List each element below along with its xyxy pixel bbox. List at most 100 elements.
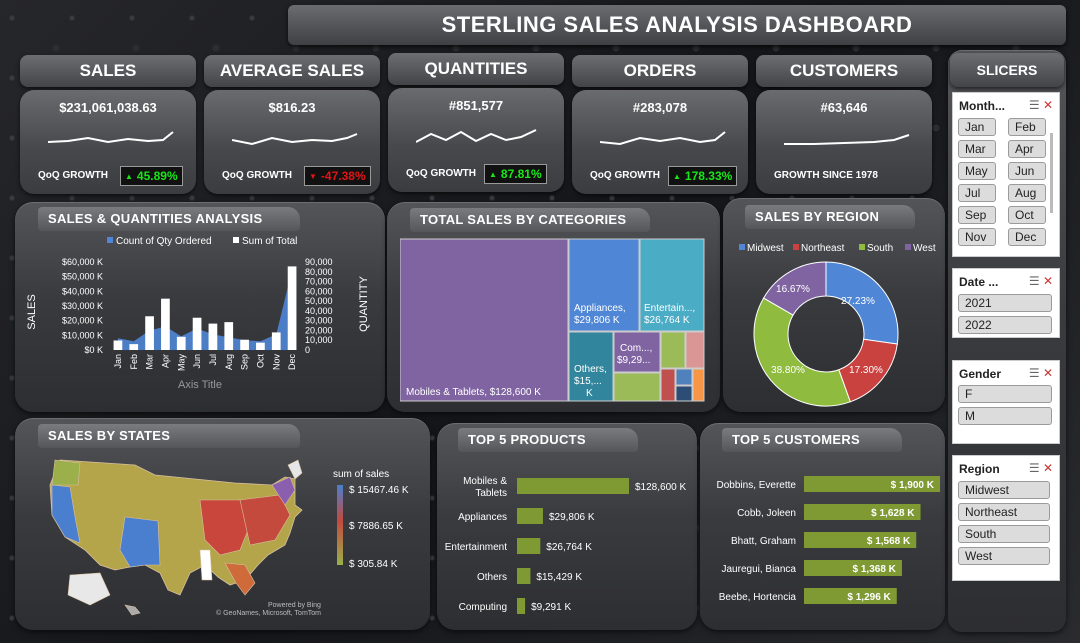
slicer-month-mar[interactable]: Mar [958,140,996,158]
bar [517,568,531,584]
multi-select-icon[interactable]: ☰ [1028,274,1040,288]
growth-badge: ▼ -47.38% [304,166,371,186]
legend-label-northeast: Northeast [801,243,845,254]
map-state-texas[interactable] [119,516,161,568]
map-hawaii[interactable] [124,604,141,616]
map-state-florida[interactable] [224,562,256,596]
bar-category-label: Others [477,572,507,583]
clear-filter-icon[interactable]: ✕ [1042,274,1053,288]
bar-value-label: $ 1,368 K [853,564,897,575]
map-state-northwest[interactable] [51,459,81,486]
sales-quantities-chart[interactable]: Count of Qty Ordered Sum of Total $60,000 … [15,232,385,407]
y-tick-label: $10,000 K [62,330,103,340]
kpi-card-orders[interactable]: #283,078 QoQ GROWTH ▲ 178.33% [572,90,748,194]
donut-label: 27.23% [841,296,875,307]
map-state-maine[interactable] [287,459,303,480]
map-state-northeast[interactable] [271,476,296,506]
treemap-cell-small[interactable] [692,368,705,402]
treemap-cell-small[interactable] [675,368,693,386]
treemap-label-mobiles: Mobiles & Tablets, $128,600 K [406,387,541,398]
treemap-cell-others[interactable] [568,331,614,402]
x-tick-label: May [176,354,186,372]
multi-select-icon[interactable]: ☰ [1028,98,1040,112]
treemap-cell-small[interactable] [660,368,676,402]
slicer-month-dec[interactable]: Dec [1008,228,1046,246]
slicer-month-sep[interactable]: Sep [958,206,996,224]
slicer-month-jun[interactable]: Jun [1008,162,1046,180]
slicer-region-northeast[interactable]: Northeast [958,503,1050,521]
slicer-gender: Gender ☰ ✕ F M [952,360,1060,444]
map-state-california[interactable] [51,484,81,544]
slicer-scrollbar[interactable] [1050,133,1053,213]
treemap-cell-small[interactable] [685,331,705,369]
slicer-region-title: Region [959,462,1000,476]
slicer-date: Date ... ☰ ✕ 2021 2022 [952,268,1060,338]
slicer-region-south[interactable]: South [958,525,1050,543]
top-products-chart[interactable]: Mobiles &Tablets $128,600 K Appliances $29,… [437,460,697,625]
us-states-map[interactable]: sum of sales $ 15467.46 K $ 7886.65 K $ … [40,455,420,625]
slicer-gender-f[interactable]: F [958,385,1052,403]
slicer-month-jan[interactable]: Jan [958,118,996,136]
x-tick-label: Aug [224,354,234,370]
bar-value-label: $ 1,900 K [891,480,935,491]
map-land-base [49,459,303,596]
slicer-date-2021[interactable]: 2021 [958,294,1052,312]
bar [804,476,940,492]
kpi-header-orders: ORDERS [572,55,748,87]
y2-tick-label: 70,000 [305,277,333,287]
sparkline [600,131,726,146]
slicers-header: SLICERS [950,53,1064,87]
states-title: SALES BY STATES [38,424,300,448]
treemap-cell-mobiles[interactable] [400,238,569,402]
kpi-value: $231,061,038.63 [59,100,157,115]
slicer-gender-m[interactable]: M [958,407,1052,425]
slicer-date-2022[interactable]: 2022 [958,316,1052,334]
treemap-cell-entertainment[interactable] [639,238,705,332]
kpi-label: QUANTITIES [424,59,528,78]
map-state-east[interactable] [239,494,291,546]
bar-value-label: $15,429 K [536,572,582,583]
clear-filter-icon[interactable]: ✕ [1042,461,1053,475]
bar-total [113,340,123,350]
slicer-region-midwest[interactable]: Midwest [958,481,1050,499]
top-customers-chart[interactable]: Dobbins, Everette $ 1,900 K Cobb, Joleen $ … [700,460,945,625]
slicer-month-nov[interactable]: Nov [958,228,996,246]
multi-select-icon[interactable]: ☰ [1028,461,1040,475]
map-legend-min: $ 305.84 K [349,559,398,570]
slicer-month-apr[interactable]: Apr [1008,140,1046,158]
slicer-month-aug[interactable]: Aug [1008,184,1046,202]
categories-treemap[interactable]: Mobiles & Tablets, $128,600 K Appliances… [400,237,706,403]
kpi-card-customers[interactable]: #63,646 GROWTH SINCE 1978 [756,90,932,194]
map-credit-bing: Powered by Bing [268,602,321,609]
treemap-cell-small[interactable] [675,385,693,402]
kpi-label: AVERAGE SALES [219,61,365,80]
legend-swatch-qty [107,237,113,243]
map-state-empty[interactable] [199,549,213,581]
clear-filter-icon[interactable]: ✕ [1042,366,1053,380]
kpi-label: ORDERS [623,61,697,80]
kpi-value: #63,646 [820,100,868,115]
kpi-label: CUSTOMERS [789,61,899,80]
clear-filter-icon[interactable]: ✕ [1042,98,1053,112]
x-tick-label: Jul [208,354,218,366]
kpi-card-quantities[interactable]: #851,577 QoQ GROWTH ▲ 87.81% [388,88,564,192]
categories-title: TOTAL SALES BY CATEGORIES [410,208,650,232]
treemap-cell-small[interactable] [613,372,661,402]
treemap-cell-small[interactable] [660,331,686,369]
y-tick-label: $30,000 K [62,301,103,311]
treemap-cell-appliances[interactable] [568,238,640,332]
multi-select-icon[interactable]: ☰ [1028,366,1040,380]
map-alaska[interactable] [67,572,111,606]
slicer-region-west[interactable]: West [958,547,1050,565]
donut-slice-midwest [825,261,899,345]
kpi-card-average-sales[interactable]: $816.23 QoQ GROWTH ▼ -47.38% [204,90,380,194]
slicer-month-feb[interactable]: Feb [1008,118,1046,136]
region-donut-chart[interactable]: Midwest Northeast South West 27.23% 17.30% 38.… [723,236,945,408]
slicer-month-jul[interactable]: Jul [958,184,996,202]
slicer-month-may[interactable]: May [958,162,996,180]
slicer-month-oct[interactable]: Oct [1008,206,1046,224]
dashboard-title: STERLING SALES ANALYSIS DASHBOARD [441,12,913,37]
treemap-cell-computing[interactable] [613,331,661,373]
y2-tick-label: 90,000 [305,257,333,267]
kpi-card-sales[interactable]: $231,061,038.63 QoQ GROWTH ▲ 45.89% [20,90,196,194]
